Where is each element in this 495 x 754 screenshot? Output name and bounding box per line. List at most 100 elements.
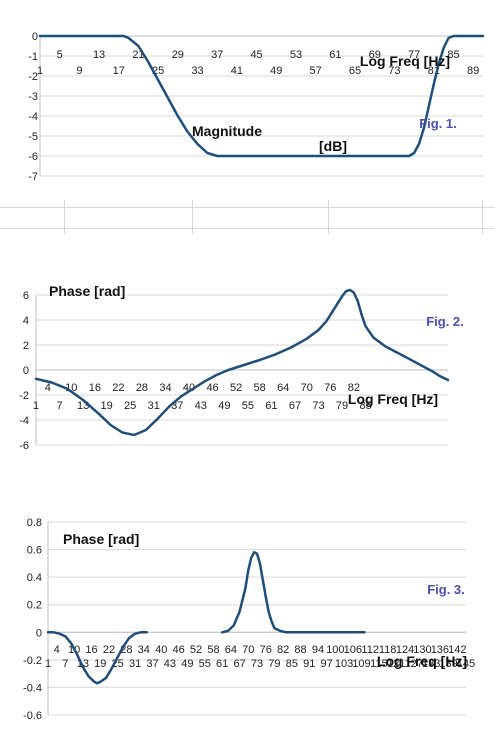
y-tick-label: 0.4	[27, 572, 42, 584]
x-tick-label: 19	[94, 658, 106, 670]
x-tick-label: 33	[191, 65, 203, 77]
x-tick-label: 52	[230, 382, 242, 394]
x-tick-label: 16	[85, 644, 97, 656]
sheet-gridline	[192, 200, 193, 234]
x-tick-label: 22	[103, 644, 115, 656]
x-tick-label: 49	[181, 658, 193, 670]
y-tick-label: 0.6	[27, 545, 42, 557]
series-line	[38, 34, 485, 158]
x-tick-label: 64	[277, 382, 289, 394]
x-tick-label: 52	[190, 644, 202, 656]
x-tick-label: 70	[301, 382, 313, 394]
x-tick-label: 79	[268, 658, 280, 670]
x-tick-label: 61	[329, 49, 341, 61]
x-tick-label: 58	[254, 382, 266, 394]
x-tick-label: 67	[289, 400, 301, 412]
x-tick-label: 76	[324, 382, 336, 394]
x-tick-label: 49	[218, 400, 230, 412]
x-tick-label: 4	[45, 382, 51, 394]
x-tick-label: 100	[326, 644, 344, 656]
x-tick-label: 67	[233, 658, 245, 670]
sheet-gridline	[482, 200, 483, 234]
x-tick-label: 139	[439, 658, 457, 670]
x-tick-label: 85	[359, 400, 371, 412]
x-tick-label: 70	[242, 644, 254, 656]
x-tick-label: 65	[349, 65, 361, 77]
x-tick-label: 88	[294, 644, 306, 656]
x-tick-label: 4	[54, 644, 60, 656]
x-tick-label: 10	[65, 382, 77, 394]
y-tick-label: 6	[23, 290, 29, 302]
sheet-gridline	[0, 228, 495, 229]
x-axis-label: Log Freq [Hz]	[348, 391, 438, 407]
sheet-gridline	[328, 200, 329, 234]
x-tick-label: 97	[321, 658, 333, 670]
x-tick-label: 124	[396, 644, 414, 656]
series-line	[34, 288, 450, 437]
x-tick-label: 46	[206, 382, 218, 394]
x-tick-label: 25	[124, 400, 136, 412]
x-tick-label: 127	[405, 658, 423, 670]
x-tick-label: 85	[286, 658, 298, 670]
x-tick-label: 31	[129, 658, 141, 670]
x-tick-label: 34	[159, 382, 171, 394]
x-tick-label: 57	[310, 65, 322, 77]
x-tick-label: 64	[225, 644, 237, 656]
y-tick-label: 0	[36, 627, 42, 639]
x-tick-label: 58	[207, 644, 219, 656]
x-tick-label: 76	[260, 644, 272, 656]
y-tick-label: -1	[28, 51, 38, 63]
x-tick-label: 130	[413, 644, 431, 656]
y-tick-label: -7	[28, 171, 38, 183]
x-tick-label: 7	[56, 400, 62, 412]
x-tick-label: 43	[195, 400, 207, 412]
x-tick-label: 1	[45, 658, 51, 670]
x-tick-label: 40	[155, 644, 167, 656]
sheet-gridline	[0, 207, 495, 208]
x-tick-label: 9	[76, 65, 82, 77]
figure-label: Fig. 1.	[419, 116, 457, 131]
x-tick-label: 103	[335, 658, 353, 670]
x-tick-label: 5	[57, 49, 63, 61]
x-tick-label: 145	[457, 658, 475, 670]
x-tick-label: 28	[136, 382, 148, 394]
x-tick-label: 43	[164, 658, 176, 670]
x-tick-label: 73	[251, 658, 263, 670]
y-tick-label: -6	[19, 440, 29, 452]
x-tick-label: 41	[231, 65, 243, 77]
y-tick-label: 0.8	[27, 517, 42, 529]
y-tick-label: 0	[32, 31, 38, 43]
x-tick-label: 55	[242, 400, 254, 412]
y-tick-label: 2	[23, 340, 29, 352]
x-tick-label: 31	[148, 400, 160, 412]
sheet-gridline	[64, 200, 65, 234]
y-tick-label: -2	[28, 71, 38, 83]
x-tick-label: 85	[447, 49, 459, 61]
x-tick-label: 45	[250, 49, 262, 61]
x-tick-label: 82	[277, 644, 289, 656]
x-tick-label: 79	[336, 400, 348, 412]
x-tick-label: 61	[216, 658, 228, 670]
x-tick-label: 118	[379, 644, 397, 656]
x-tick-label: 112	[361, 644, 379, 656]
x-tick-label: 13	[77, 400, 89, 412]
x-tick-label: 17	[113, 65, 125, 77]
x-tick-label: 136	[431, 644, 449, 656]
series-line	[220, 551, 366, 634]
y-tick-label: -2	[19, 390, 29, 402]
x-tick-label: 89	[467, 65, 479, 77]
x-tick-label: 73	[312, 400, 324, 412]
y-tick-label: 0	[23, 365, 29, 377]
x-tick-label: 109	[352, 658, 370, 670]
y-tick-label: -0.2	[23, 655, 42, 667]
y-tick-label: -4	[28, 111, 38, 123]
x-tick-label: 34	[138, 644, 150, 656]
x-tick-label: 106	[344, 644, 362, 656]
y-tick-label: -0.6	[23, 710, 42, 722]
x-tick-label: 16	[89, 382, 101, 394]
x-tick-label: 7	[62, 658, 68, 670]
x-tick-label: 13	[93, 49, 105, 61]
x-tick-label: 91	[303, 658, 315, 670]
